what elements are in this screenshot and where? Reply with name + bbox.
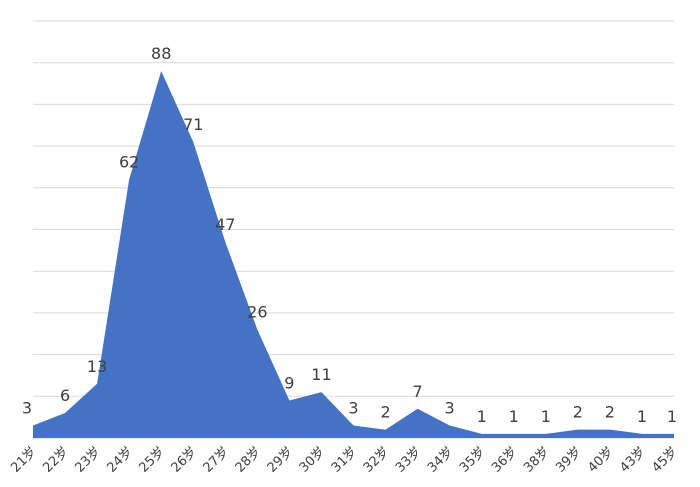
x-tick-label: 43岁 — [617, 444, 648, 475]
x-tick-label: 38岁 — [521, 444, 552, 475]
data-label: 7 — [413, 382, 423, 401]
x-tick-label: 25岁 — [137, 444, 168, 475]
x-tick-label: 21岁 — [8, 444, 39, 475]
x-tick-label: 26岁 — [169, 444, 200, 475]
x-tick-label: 27岁 — [201, 444, 232, 475]
data-label: 13 — [87, 357, 107, 376]
data-label: 47 — [215, 215, 235, 234]
area — [33, 71, 674, 438]
data-label: 2 — [380, 403, 390, 422]
data-label: 1 — [637, 407, 647, 426]
data-label: 1 — [477, 407, 487, 426]
data-label: 3 — [445, 398, 455, 417]
data-label: 9 — [284, 373, 294, 392]
x-tick-label: 32岁 — [361, 444, 392, 475]
x-tick-label: 33岁 — [393, 444, 424, 475]
x-tick-label: 28岁 — [233, 444, 264, 475]
data-label: 88 — [151, 44, 171, 63]
x-tick-label: 29岁 — [265, 444, 296, 475]
x-tick-label: 39岁 — [553, 444, 584, 475]
data-label: 3 — [22, 398, 32, 417]
data-label: 1 — [541, 407, 551, 426]
data-label: 71 — [183, 115, 203, 134]
data-label: 26 — [247, 303, 267, 322]
data-label: 2 — [605, 403, 615, 422]
data-label: 62 — [119, 152, 139, 171]
data-label: 1 — [509, 407, 519, 426]
x-tick-label: 31岁 — [329, 444, 360, 475]
data-label: 3 — [348, 398, 358, 417]
x-tick-label: 35岁 — [457, 444, 488, 475]
x-tick-label: 23岁 — [72, 444, 103, 475]
x-tick-label: 30岁 — [297, 444, 328, 475]
data-label: 11 — [311, 365, 331, 384]
data-label: 6 — [60, 386, 70, 405]
x-tick-label: 22岁 — [40, 444, 71, 475]
x-tick-label: 34岁 — [425, 444, 456, 475]
data-label: 1 — [667, 407, 677, 426]
data-label: 2 — [573, 403, 583, 422]
x-tick-label: 36岁 — [489, 444, 520, 475]
x-tick-label: 40岁 — [585, 444, 616, 475]
x-tick-label: 24岁 — [104, 444, 135, 475]
x-tick-label: 45岁 — [649, 444, 680, 475]
